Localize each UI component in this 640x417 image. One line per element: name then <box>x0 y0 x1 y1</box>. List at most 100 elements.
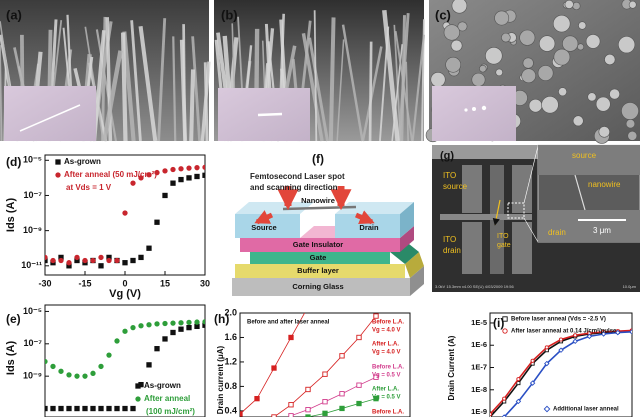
sem-footer: 3.0kV 15.3mm x4.00 SE(U) 4/03/2009 19:56 <box>435 284 514 289</box>
legend-label: After L.A. <box>372 342 399 348</box>
y-tick-label: 1E-8 <box>471 385 487 394</box>
marker <box>271 365 277 371</box>
marker <box>122 405 128 412</box>
nanowire-texture-tip <box>430 72 446 88</box>
series-line <box>503 331 632 417</box>
plot-area <box>489 312 633 417</box>
marker <box>162 168 168 174</box>
nanowire-texture-tip <box>618 36 636 54</box>
marker <box>114 257 120 264</box>
nanowire-texture-line <box>411 34 426 142</box>
nanowire-texture-tip <box>578 21 587 30</box>
marker <box>162 192 168 199</box>
marker <box>122 210 128 216</box>
legend-label: Before L.A. <box>372 365 404 371</box>
marker <box>629 329 632 335</box>
marker <box>146 322 152 328</box>
y-tick-label: 2.0 <box>224 307 237 317</box>
nanowire-texture-tip <box>451 0 468 14</box>
marker <box>322 410 328 416</box>
marker <box>130 180 136 186</box>
nanowire-texture-line <box>84 26 105 142</box>
y-tick-label: 1E-9 <box>471 407 487 416</box>
marker <box>170 180 176 186</box>
source-label: Source <box>251 223 276 232</box>
marker <box>515 398 522 405</box>
layer-label: Gate <box>310 253 327 262</box>
marker <box>373 374 379 380</box>
nanowire-texture-tip <box>558 87 568 97</box>
marker <box>502 316 508 322</box>
x-tick-label: -30 <box>38 278 51 288</box>
y-tick-label: 1E-6 <box>471 340 487 349</box>
marker <box>122 328 128 334</box>
panel-label: (a) <box>6 7 22 22</box>
panel-label: (e) <box>6 312 21 326</box>
nanowire-texture-line <box>179 39 188 142</box>
marker <box>74 254 80 261</box>
marker <box>202 164 205 170</box>
legend-condition: Vg = 4.0 V <box>372 350 401 356</box>
panel-label: (b) <box>221 7 238 22</box>
nanowire-texture-tip <box>587 92 597 102</box>
marker <box>90 370 96 376</box>
marker <box>288 413 294 417</box>
marker <box>572 338 578 345</box>
marker <box>114 338 120 344</box>
nanowire-texture-tip <box>537 65 554 81</box>
nanowire-texture-line <box>172 36 177 142</box>
marker <box>288 402 294 408</box>
electrode-label: gate <box>497 242 511 249</box>
marker <box>178 320 184 326</box>
nanowire-texture-line <box>120 32 128 142</box>
marker <box>82 373 88 379</box>
sem-scale: 10.0μm <box>623 284 637 289</box>
marker <box>186 319 192 326</box>
nanowire-texture-line <box>336 39 345 142</box>
panel-label: (c) <box>435 7 451 22</box>
nanowire-texture-tip <box>471 72 486 87</box>
layer-label: Buffer layer <box>297 266 339 275</box>
marker <box>58 368 64 374</box>
annotation: (100 mJ/cm²) <box>146 407 195 416</box>
nanowire-texture-tip <box>552 14 571 33</box>
electrode-label: ITO <box>443 235 456 244</box>
marker <box>138 323 144 329</box>
marker <box>55 172 61 178</box>
marker <box>154 219 160 225</box>
nanowire-texture-tip <box>450 39 463 52</box>
legend-label: After anneal <box>144 394 190 403</box>
nanowire-texture-line <box>341 24 364 142</box>
panel-label: (g) <box>440 150 454 162</box>
marker <box>373 395 379 402</box>
nanowire-texture-tip <box>625 119 636 129</box>
y-tick-label: 1.6 <box>224 332 237 342</box>
y-tick-label: 1E-7 <box>471 362 487 371</box>
marker <box>66 372 72 378</box>
marker <box>162 336 168 342</box>
marker <box>339 405 345 412</box>
marker <box>58 405 64 412</box>
legend-label: As-grown <box>64 157 101 166</box>
scale-bar-label: 3 μm <box>593 226 611 235</box>
marker <box>138 175 144 181</box>
panel-label: (d) <box>6 155 21 169</box>
nanowire-texture-tip <box>501 32 511 43</box>
nanowire-texture-line <box>95 29 117 142</box>
marker <box>544 360 550 367</box>
marker <box>186 324 192 331</box>
marker <box>106 257 112 264</box>
nanowire-texture-tip <box>598 126 610 138</box>
y-axis-label: Drain Current (A) <box>447 335 456 400</box>
nanowire-texture-line <box>102 50 123 142</box>
marker <box>162 320 168 327</box>
marker <box>74 405 80 412</box>
y-tick-label: 10⁻¹¹ <box>21 260 42 270</box>
marker <box>146 245 152 251</box>
nanowire-texture-tip <box>495 68 503 77</box>
drain-label: Drain <box>359 223 379 232</box>
series-group <box>490 328 632 417</box>
annotation: at Vds = 1 V <box>66 183 112 192</box>
